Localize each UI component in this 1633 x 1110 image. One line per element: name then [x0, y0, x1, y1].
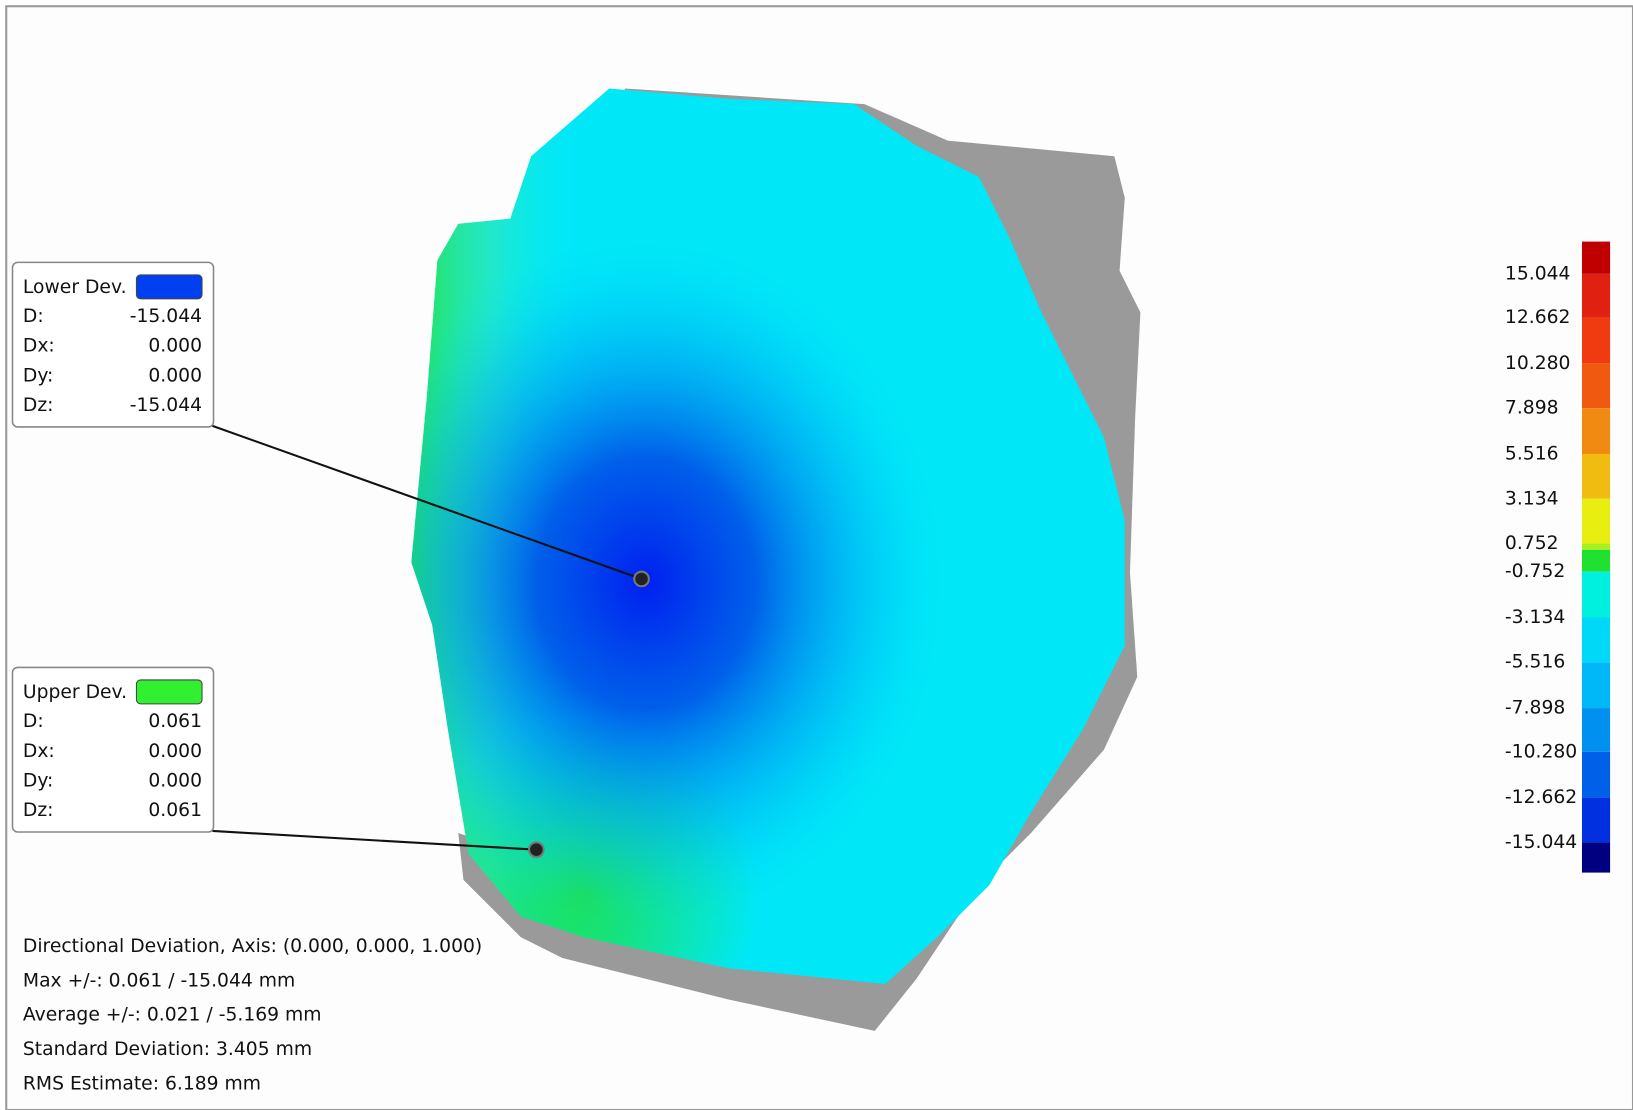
callout-box: [11, 666, 215, 833]
statistic-line: RMS Estimate: 6.189 mm: [23, 1073, 261, 1094]
color-bar-label: -0.752: [1505, 561, 1565, 582]
callout-value: 0.061: [148, 711, 202, 732]
color-bar-segment: [1581, 273, 1611, 318]
callout-key: Dz:: [23, 800, 54, 821]
callout-key: Dz:: [23, 395, 54, 416]
statistics: Directional Deviation, Axis: (0.000, 0.0…: [23, 936, 482, 1094]
statistic-line: Standard Deviation: 3.405 mm: [23, 1039, 312, 1060]
color-bar-label: 3.134: [1505, 488, 1559, 509]
probe-point: [528, 841, 545, 859]
color-bar-segment: [1581, 408, 1611, 454]
statistic-line: Max +/-: 0.061 / -15.044 mm: [23, 970, 295, 991]
color-bar-segment: [1581, 363, 1611, 409]
callout-value: -15.044: [130, 306, 202, 327]
color-bar-segment: [1581, 662, 1611, 709]
color-bar-segment: [1581, 241, 1611, 274]
color-bar-segment: [1581, 571, 1611, 618]
callout-key: Dy:: [23, 770, 53, 791]
color-bar-segment: [1581, 617, 1611, 663]
callout-value: 0.061: [148, 800, 202, 821]
color-bar-label: 15.044: [1505, 263, 1571, 284]
color-bar-label: 0.752: [1505, 533, 1559, 554]
color-bar-label: 7.898: [1505, 398, 1559, 419]
color-bar-label: 10.280: [1505, 353, 1571, 374]
callout-value: 0.000: [148, 336, 202, 357]
callout-key: D:: [23, 306, 44, 327]
color-bar-label: -7.898: [1505, 698, 1565, 719]
color-bar-segment: [1581, 549, 1611, 572]
color-bar-label: -15.044: [1505, 832, 1577, 853]
leader-line: [212, 424, 642, 580]
color-bar-label: -12.662: [1505, 787, 1577, 808]
color-bar: 15.044 12.662 10.280 7.898 5.516 3.134 0.752 -0…: [1505, 241, 1611, 873]
callout-key: D:: [23, 711, 44, 732]
callout-title: Upper Dev.: [23, 682, 127, 703]
statistic-line: Directional Deviation, Axis: (0.000, 0.0…: [23, 936, 482, 957]
deviation-map: [411, 88, 1125, 985]
color-bar-label: -3.134: [1505, 607, 1565, 628]
color-bar-segment: [1581, 842, 1611, 873]
color-bar-segment: [1581, 543, 1611, 550]
color-bar-segment: [1581, 708, 1611, 752]
callout-key: Dx:: [23, 741, 55, 762]
surface-blue-region: [411, 88, 1125, 985]
color-bar-segment: [1581, 751, 1611, 798]
color-bar-label: 12.662: [1505, 307, 1571, 328]
callout-value: 0.000: [148, 770, 202, 791]
color-bar-segment: [1581, 453, 1611, 499]
statistic-line: Average +/-: 0.021 / -5.169 mm: [23, 1005, 322, 1026]
probe-point: [633, 570, 650, 588]
callout-swatch: [135, 274, 203, 300]
leader-line: [212, 829, 537, 851]
color-bar-segment: [1581, 317, 1611, 364]
callout-swatch: [135, 679, 203, 705]
color-bar-segment: [1581, 498, 1611, 544]
callout-value: -15.044: [130, 395, 202, 416]
callout-box: [11, 261, 215, 428]
callout-value: 0.000: [148, 741, 202, 762]
callouts: Lower Dev. D: -15.044 Dx: 0.000 Dy: 0.000 Dz: -1…: [11, 261, 650, 859]
color-bar-label: -10.280: [1505, 741, 1577, 762]
callout-value: 0.000: [148, 365, 202, 386]
callout-key: Dy:: [23, 365, 53, 386]
callout-title: Lower Dev.: [23, 277, 127, 298]
color-bar-label: -5.516: [1505, 652, 1565, 673]
color-bar-segment: [1581, 797, 1611, 843]
color-bar-label: 5.516: [1505, 443, 1559, 464]
callout-key: Dx:: [23, 336, 55, 357]
